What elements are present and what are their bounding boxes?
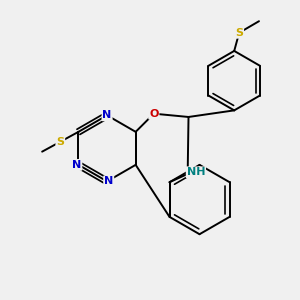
Text: S: S xyxy=(56,137,64,147)
Text: O: O xyxy=(149,109,158,119)
Text: N: N xyxy=(104,176,113,186)
Text: NH: NH xyxy=(187,167,205,177)
Text: N: N xyxy=(72,160,81,170)
Text: N: N xyxy=(102,110,112,120)
Text: S: S xyxy=(235,28,243,38)
